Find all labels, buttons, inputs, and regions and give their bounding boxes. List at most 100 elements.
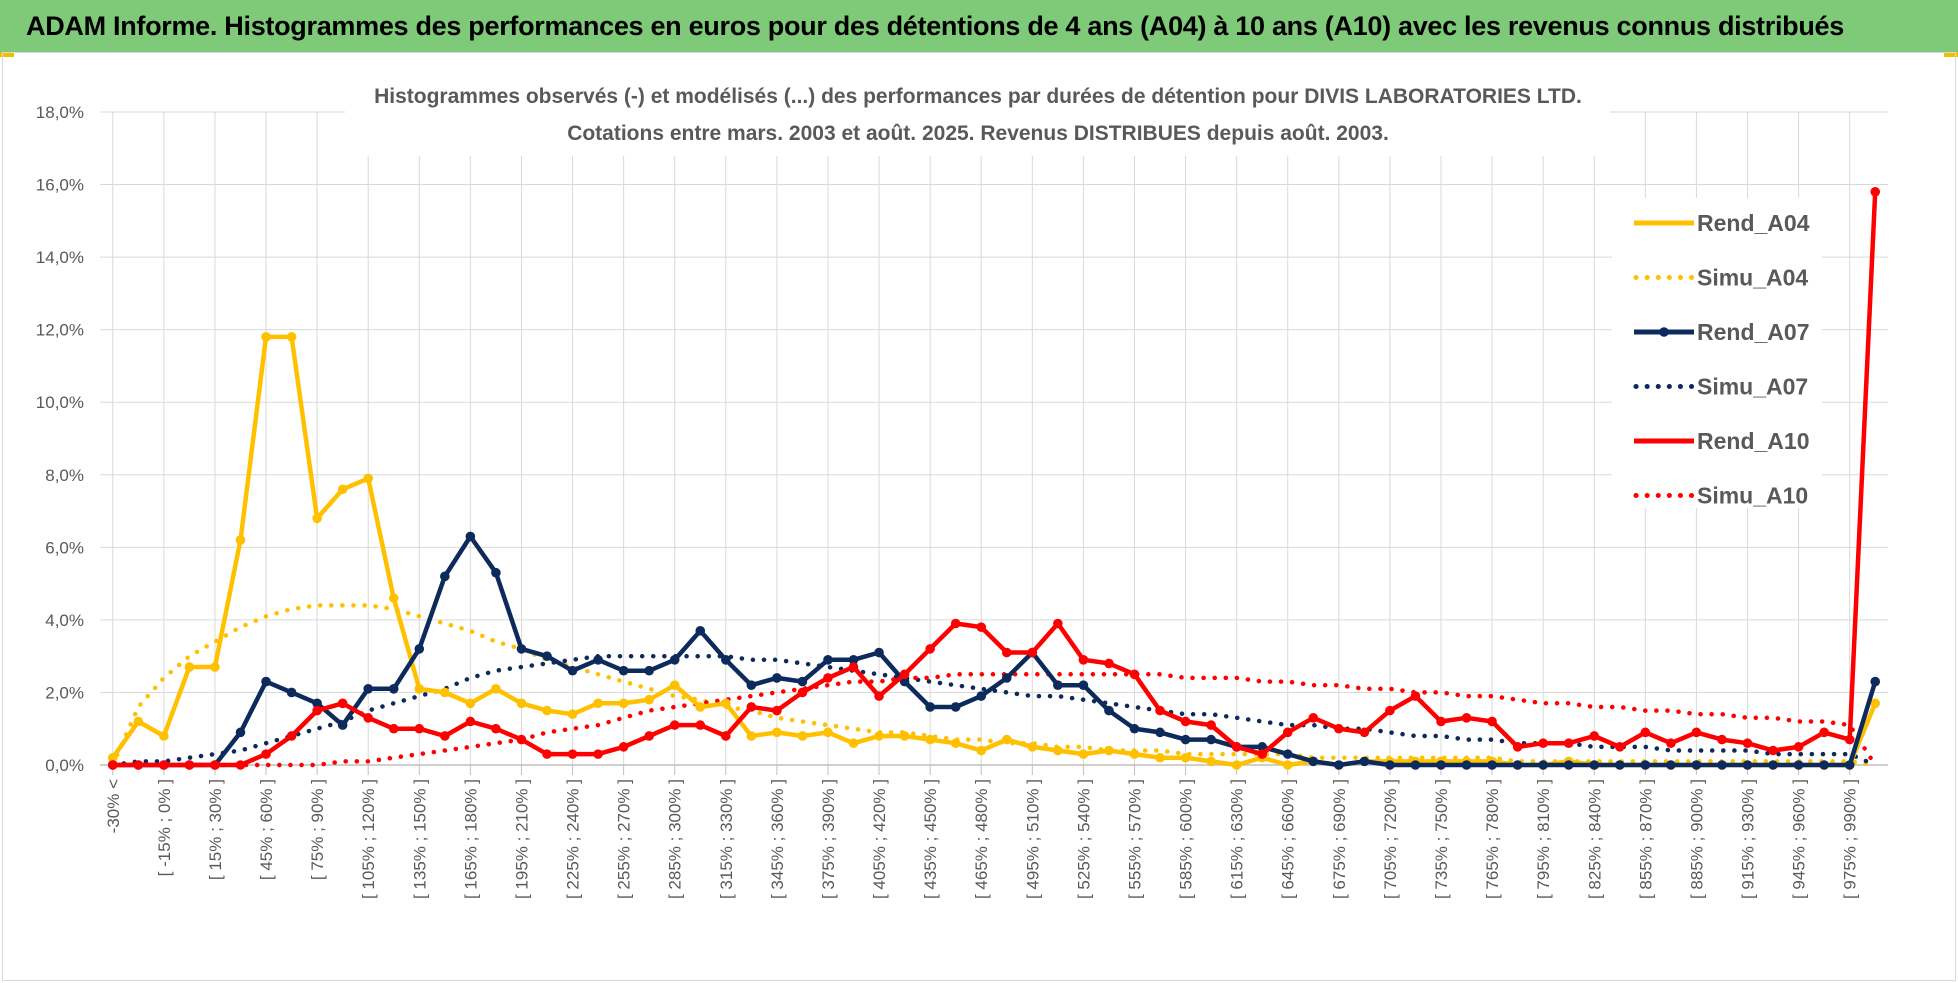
rend-a07-point: [746, 680, 757, 690]
rend-a07-point: [440, 571, 450, 582]
rend-a07-line: [110, 534, 1878, 768]
rend-a07-point: [593, 654, 603, 665]
title-background: [345, 76, 1610, 156]
rend-a07-point: [772, 673, 782, 683]
y-tick-label: 18,0%: [36, 103, 84, 122]
x-tick-label: [ 705% ; 720% ]: [1381, 779, 1400, 899]
rend-a07-point: [1155, 727, 1165, 738]
rend-a07-point: [1385, 760, 1395, 770]
rend-a07-point: [1334, 760, 1344, 770]
x-tick-label: [ 975% ; 990% ]: [1841, 779, 1860, 899]
y-tick-label: 16,0%: [36, 176, 84, 195]
rend-a10-point: [823, 673, 833, 683]
rend-a07-point: [1589, 760, 1600, 770]
rend-a04-point: [312, 513, 322, 524]
chart-frame: [2, 52, 1956, 981]
rend-a04-point: [184, 662, 195, 672]
x-tick-label: [ 615% ; 630% ]: [1228, 779, 1247, 899]
rend-a07-point: [312, 698, 322, 709]
rend-a07-point: [1793, 760, 1804, 770]
rend-a04-point: [669, 680, 680, 690]
x-tick-label: [ 75% ; 90% ]: [308, 779, 327, 880]
legend-label-simu-a10: Simu_A10: [1697, 483, 1808, 509]
rend-a04-point: [797, 731, 808, 741]
legend-label-simu-a04: Simu_A04: [1697, 265, 1808, 291]
rend-a04-point: [1180, 752, 1191, 763]
rend-a04-point: [440, 687, 450, 698]
rend-a07-point: [1717, 760, 1727, 770]
rend-a04-point: [644, 694, 654, 705]
rend-a07-point: [644, 665, 654, 676]
rend-a07-point: [1870, 676, 1881, 687]
rend-a10-point: [337, 698, 348, 709]
rend-a04-point: [925, 734, 935, 745]
rend-a07-point: [1742, 760, 1753, 770]
rend-a04-point: [542, 705, 552, 716]
rend-a10-point: [1691, 727, 1702, 738]
rend-a10-point: [1334, 723, 1344, 734]
rend-a10-line: [110, 189, 1878, 768]
rend-a07-point: [1308, 756, 1319, 767]
chart-subtitle: Cotations entre mars. 2003 et août. 2025…: [567, 122, 1389, 145]
rend-a07-point: [388, 684, 399, 694]
rend-a10-point: [848, 662, 859, 672]
rend-a07-point: [1666, 760, 1676, 770]
rend-a04-point: [414, 684, 425, 694]
rend-a07-point: [414, 644, 425, 654]
rend-a07-point: [1563, 760, 1574, 770]
x-tick-label: [ -15% ; 0% ]: [155, 779, 174, 876]
rend-a04-point: [976, 745, 987, 756]
chart-title: Histogrammes observés (-) et modélisés (…: [374, 85, 1582, 108]
x-tick-label: [ 645% ; 660% ]: [1279, 779, 1298, 899]
rend-a10-point: [976, 622, 987, 632]
rend-a10-point: [1793, 742, 1804, 752]
banner: ADAM Informe. Histogrammes des performan…: [0, 0, 1958, 52]
rend-a10-point: [1155, 705, 1165, 716]
simu-a07-line: [110, 653, 1878, 768]
rend-a04-point: [772, 727, 782, 738]
rend-a07-point: [286, 687, 297, 698]
rend-a04-point: [235, 535, 246, 545]
rend-a10-point: [1078, 654, 1089, 665]
rend-a04-point: [159, 731, 169, 741]
rend-a07-point: [516, 644, 527, 654]
y-tick-label: 4,0%: [45, 611, 84, 630]
rend-a10-point: [312, 705, 322, 716]
rend-a07-point: [1615, 760, 1625, 770]
rend-a10-point: [1742, 738, 1753, 749]
rend-a10-point: [797, 687, 808, 698]
x-tick-label: [ 405% ; 420% ]: [870, 779, 889, 899]
legend-label-rend-a04: Rend_A04: [1697, 210, 1810, 236]
x-tick-label: [ 225% ; 240% ]: [564, 779, 583, 899]
rend-a04-point: [950, 738, 961, 749]
y-tick-label: 0,0%: [45, 756, 84, 775]
x-tick-label: [ 15% ; 30% ]: [206, 779, 225, 880]
rend-a10-point: [1257, 749, 1267, 759]
legend-background: [1612, 198, 1822, 508]
corner-mark-right: [1944, 52, 1958, 57]
x-tick-label: [ 255% ; 270% ]: [615, 779, 634, 899]
x-tick-label: [ 585% ; 600% ]: [1177, 779, 1196, 899]
rend-a10-point: [1129, 669, 1140, 680]
rend-a07-point: [1436, 760, 1446, 770]
rend-a07-point: [1104, 705, 1114, 716]
rend-a10-point: [874, 691, 884, 701]
rend-a10-point: [925, 644, 935, 654]
rend-a04-point: [491, 684, 501, 694]
x-tick-label: [ 525% ; 540% ]: [1074, 779, 1093, 899]
x-tick-label: [ 945% ; 960% ]: [1790, 779, 1809, 899]
rend-a04-point: [746, 731, 757, 741]
x-tick-label: [ 855% ; 870% ]: [1636, 779, 1655, 899]
series-layer: [107, 187, 1881, 770]
rend-a10-point: [363, 713, 374, 723]
rend-a07-point: [1282, 749, 1293, 759]
rend-a07-point: [542, 651, 552, 661]
rend-a10-point: [159, 760, 169, 770]
rend-a10-point: [644, 731, 654, 741]
rend-a04-point: [388, 593, 399, 603]
rend-a10-point: [1487, 716, 1497, 727]
rend-a10-point: [1538, 738, 1548, 749]
rend-a10-point: [414, 723, 425, 734]
rend-a04-point: [1155, 752, 1165, 763]
